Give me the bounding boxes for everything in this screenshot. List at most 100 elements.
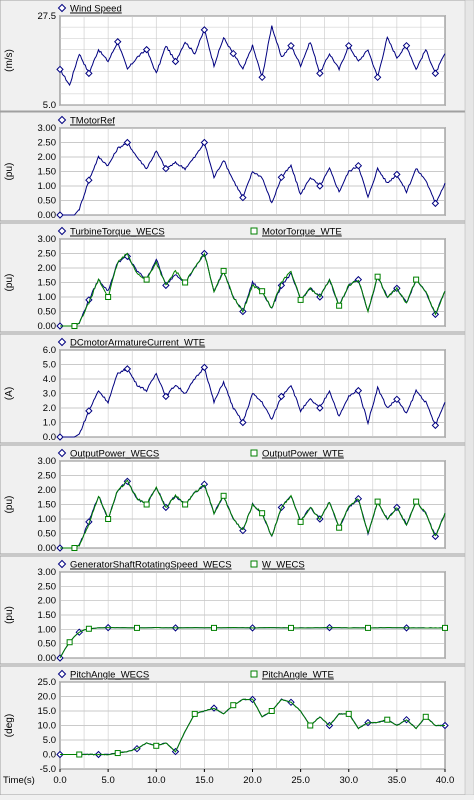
y-tick-label: 3.00 [38,567,57,578]
scrollbar[interactable] [464,0,474,796]
data-point [220,492,227,499]
y-axis-label: (A) [4,387,15,400]
data-point [105,294,112,300]
data-point [365,624,371,631]
legend-marker [57,3,67,13]
panel-7: 25.020.015.010.05.00.0-5.0(deg)PitchAngl… [0,665,474,796]
data-point [85,176,93,184]
data-point [431,532,440,541]
panel-2: 3.00 2.50 2.00 1.50 1.00 0.50 0.00 (pu) TMotorRe… [0,111,474,222]
y-tick-label: 27.5 [38,11,57,22]
data-point [288,624,294,631]
data-point [114,750,121,757]
y-tick-label: 0.50 [38,196,57,207]
y-tick-label: 1.50 [38,610,57,621]
data-point [345,41,353,50]
x-tick-label: 20.0 [243,775,262,786]
y-tick-label: 0.00 [38,653,57,664]
data-point [316,404,324,412]
data-point [259,288,266,295]
y-tick-label: 0.0 [43,432,56,443]
y-tick-label: 1.0 [43,418,56,429]
data-point [431,199,440,208]
legend-label[interactable]: PitchAngle_WECS [70,670,149,681]
y-tick-label: 2.50 [38,138,57,149]
y-tick-label: 5.0 [43,360,56,371]
y-tick-label: 2.00 [38,485,57,496]
data-point [413,498,420,505]
legend-label[interactable]: Wind Speed [70,4,122,15]
legend-label[interactable]: OutputPower_WECS [70,449,159,460]
x-tick-label: 35.0 [388,775,407,786]
legend-marker [250,560,258,568]
y-tick-label: 3.0 [43,389,56,400]
series-line [60,141,446,216]
legend-label[interactable]: MotorTorque_WTE [262,227,342,238]
data-point [134,624,140,631]
panel-1: 27.5 5.0 (m/s) Wind Speed [0,0,474,112]
legend-label[interactable]: TurbineTorque_WECS [70,227,165,238]
legend-marker [57,337,67,347]
legend-marker [57,559,67,569]
data-point [336,524,343,531]
y-axis-label: (pu) [4,274,15,292]
legend-marker [57,115,67,125]
legend-label[interactable]: PitchAngle_WTE [262,670,334,681]
data-point [345,710,352,717]
legend-label[interactable]: GeneratorShaftRotatingSpeed_WECS [70,560,232,571]
y-tick-label: 3.00 [38,456,57,467]
y-tick-label: 1.00 [38,292,57,303]
data-point [85,407,93,415]
data-point [354,161,363,170]
data-point [277,392,286,401]
legend-label[interactable]: OutputPower_WTE [262,449,344,460]
data-point [297,296,304,303]
y-tick-label: 0.00 [38,543,57,554]
data-point [268,708,275,714]
data-point [354,386,363,395]
y-tick-label: 1.50 [38,167,57,178]
data-point [258,73,266,82]
series-line [60,367,446,438]
data-point [171,57,180,66]
data-point [316,69,324,78]
data-point [105,516,112,522]
y-tick-label: 10.0 [38,721,57,732]
data-point [230,702,237,709]
data-point [229,49,237,58]
legend-label[interactable]: TMotorRef [70,116,115,127]
y-tick-label: 2.0 [43,403,56,414]
y-tick-label: 2.00 [38,596,57,607]
y-tick-label: 1.00 [38,514,57,525]
data-point [114,38,122,46]
y-axis-label: (pu) [4,163,15,181]
legend-marker [250,227,258,235]
data-point [200,138,209,147]
data-point [336,302,343,309]
x-tick-label: 5.0 [102,775,115,786]
data-point [123,138,132,147]
x-tick-label: 25.0 [291,775,310,786]
data-point [123,365,132,373]
y-axis-label: (m/s) [4,49,15,72]
x-tick-label: 0.0 [53,775,66,786]
data-point [66,639,73,646]
y-tick-label: 4.0 [43,374,56,385]
y-tick-label: 2.50 [38,471,57,482]
y-tick-label: 1.00 [38,181,57,192]
data-point [413,276,420,283]
y-axis-label: (deg) [4,714,15,737]
legend-label[interactable]: DCmotorArmatureCurrent_WTE [70,338,205,349]
y-tick-label: 2.50 [38,249,57,260]
data-point [316,182,324,190]
data-point [85,625,92,632]
data-point [354,494,363,503]
panel-6: 3.00 2.50 2.00 1.50 1.00 0.50 0.00 (pu) Generato… [0,555,474,665]
y-tick-label: 0.50 [38,639,57,650]
data-point [374,498,381,505]
legend-label[interactable]: W_WECS [262,560,305,571]
data-point [442,624,448,631]
data-point [373,73,382,82]
panel-4: 6.0 5.0 4.0 3.0 2.0 1.0 0.0 (A) DCmotorArmatureC… [0,333,474,444]
